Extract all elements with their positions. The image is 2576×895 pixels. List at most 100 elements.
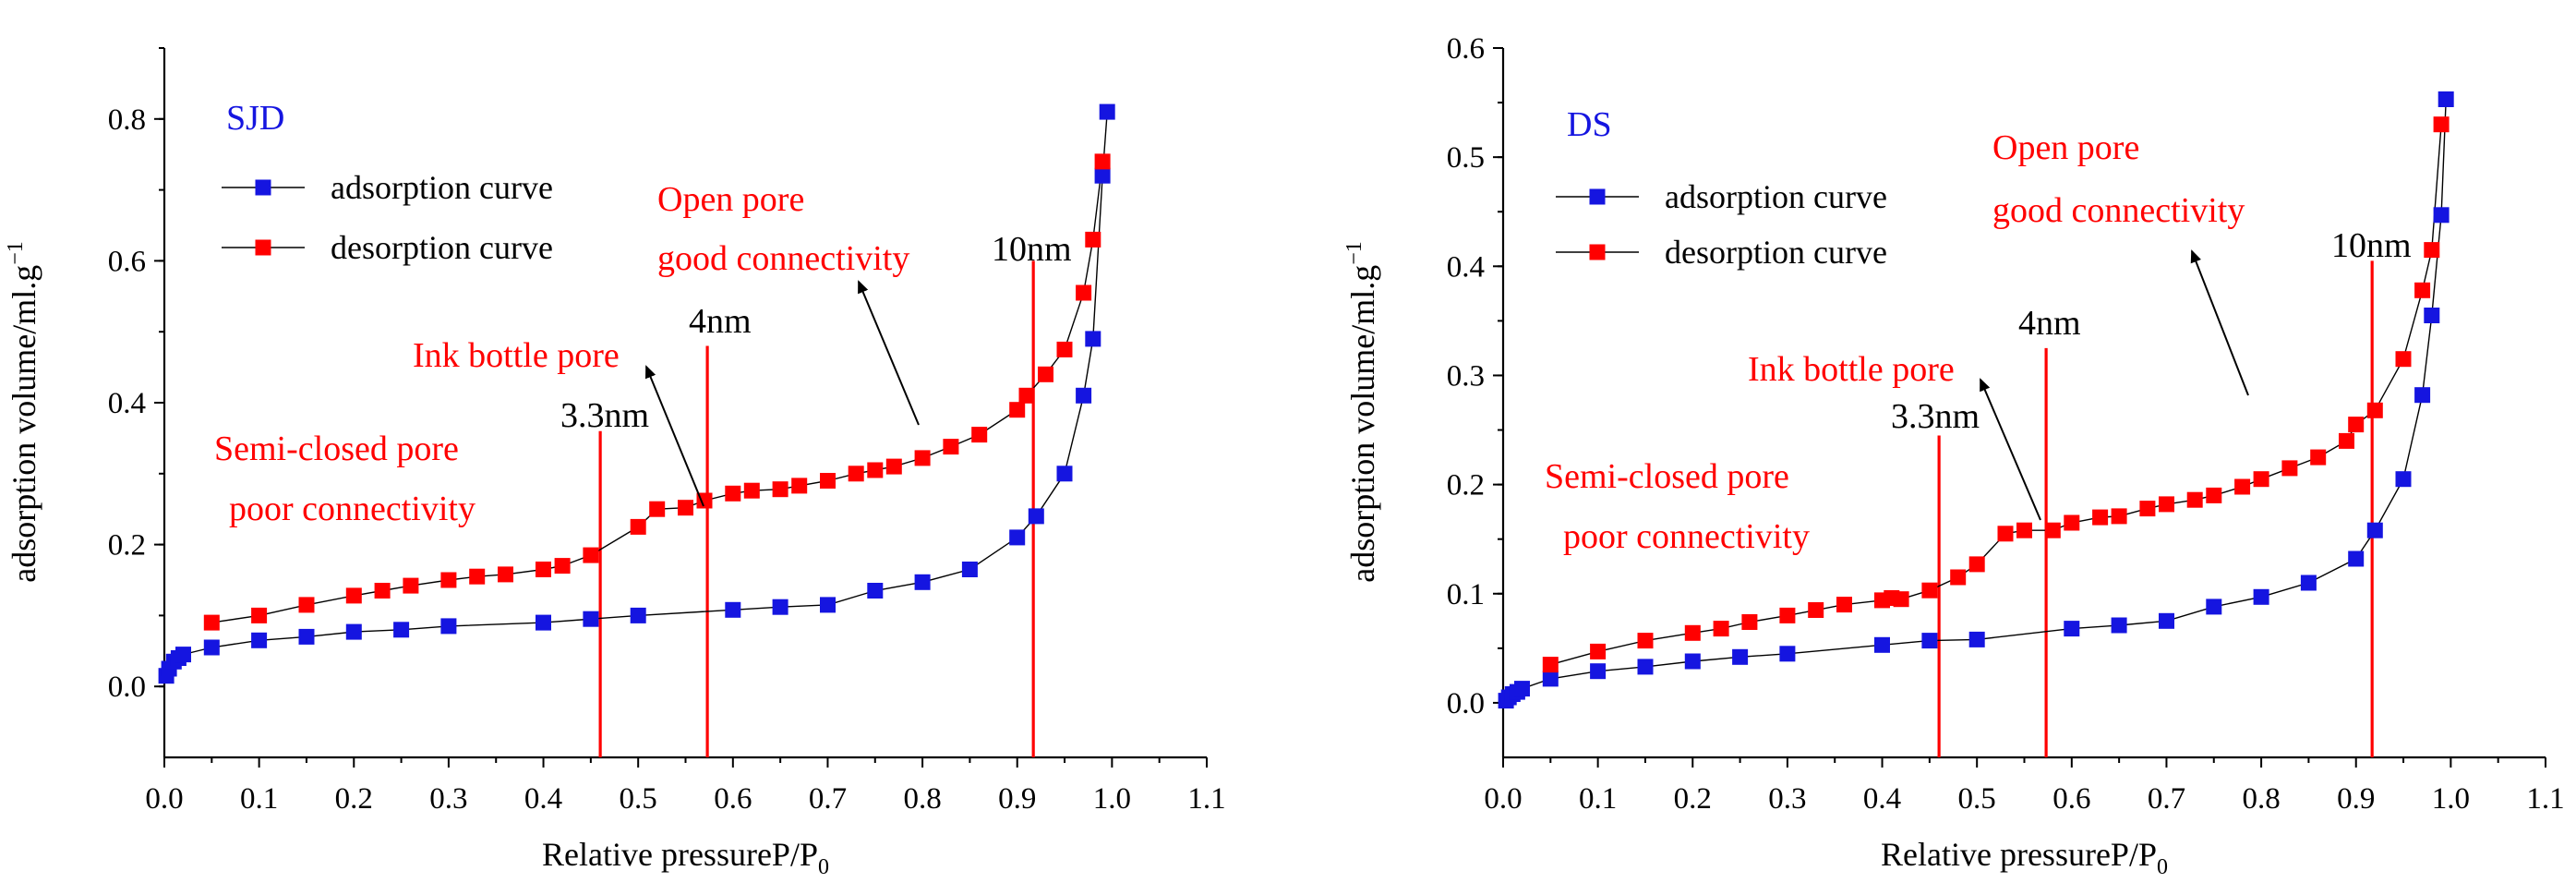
x-tick-label: 0.1: [240, 782, 278, 816]
adsorption-point: [583, 611, 599, 627]
adsorption-point: [1968, 631, 1985, 647]
adsorption-point: [536, 614, 551, 631]
desorption-point: [791, 478, 808, 494]
desorption-point: [743, 482, 760, 499]
desorption-point: [1009, 402, 1026, 418]
desorption-point: [1056, 341, 1073, 357]
x-tick-label: 0.6: [714, 782, 752, 816]
x-tick-label: 0.7: [809, 782, 847, 816]
desorption-point: [971, 427, 988, 443]
y-tick-label: 0.0: [108, 671, 146, 704]
adsorption-point: [2395, 471, 2412, 488]
adsorption-point: [1094, 167, 1111, 184]
x-tick-label: 0.8: [2242, 782, 2280, 816]
annotation-arrow: [645, 365, 704, 507]
y-tick-label: 0.4: [1447, 250, 1485, 284]
y-tick-label: 0.1: [1447, 578, 1485, 611]
x-tick-label: 0.9: [998, 782, 1036, 816]
annotation-semi2: poor connectivity: [229, 490, 475, 528]
adsorption-point: [914, 574, 931, 590]
desorption-point: [772, 481, 788, 498]
x-tick-label: 1.0: [1093, 782, 1131, 816]
desorption-point: [1950, 569, 1967, 586]
adsorption-point: [203, 639, 220, 656]
desorption-point: [2433, 116, 2450, 133]
adsorption-point: [1099, 103, 1115, 120]
annotation-open2: good connectivity: [657, 239, 909, 278]
desorption-point: [374, 583, 391, 599]
adsorption-point: [1732, 648, 1749, 665]
desorption-point: [2186, 491, 2203, 508]
adsorption-point: [2424, 308, 2440, 323]
y-tick-label: 0.6: [108, 245, 146, 278]
annotation-open1: Open pore: [657, 180, 804, 219]
desorption-point: [2366, 402, 2383, 418]
x-tick-label: 0.5: [1958, 782, 1996, 816]
y-axis-title: adsorption volume/ml.g−1: [4, 241, 42, 583]
desorption-point: [2159, 496, 2174, 513]
x-axis-title: Relative pressureP/P0: [542, 836, 829, 879]
adsorption-point: [1009, 529, 1026, 546]
x-axis-title-sub: 0: [2157, 855, 2168, 879]
x-tick-label: 0.0: [145, 782, 183, 816]
desorption-point: [820, 473, 836, 489]
desorption-point: [1997, 526, 2014, 542]
y-axis-title-sup: −1: [4, 241, 28, 265]
desorption-point: [2111, 508, 2127, 525]
panel-title: DS: [1567, 105, 1612, 144]
adsorption-point: [2348, 550, 2365, 567]
adsorption-point: [2159, 612, 2174, 629]
desorption-point: [2044, 522, 2061, 538]
desorption-point: [1741, 614, 1758, 630]
desorption-point: [2310, 449, 2327, 466]
adsorption-point: [1637, 659, 1654, 675]
desorption-point: [2234, 478, 2251, 495]
x-tick-label: 0.3: [429, 782, 467, 816]
desorption-point: [678, 500, 693, 516]
desorption-point: [2139, 501, 2156, 517]
desorption-point: [1076, 284, 1092, 301]
desorption-point: [2016, 522, 2032, 538]
legend-marker: [255, 179, 271, 196]
x-tick-label: 0.4: [1863, 782, 1901, 816]
desorption-point: [2064, 514, 2080, 531]
adsorption-point: [1542, 671, 1559, 687]
desorption-point: [2339, 432, 2354, 449]
annotation-open2: good connectivity: [1992, 191, 2245, 230]
desorption-point: [498, 566, 513, 583]
y-tick-label: 0.6: [1447, 32, 1485, 66]
y-tick-label: 0.3: [1447, 359, 1485, 393]
desorption-point: [630, 518, 646, 535]
desorption-point: [848, 466, 864, 482]
desorption-point: [2348, 417, 2365, 433]
x-tick-label: 0.2: [1674, 782, 1712, 816]
desorption-point: [403, 577, 419, 594]
desorption-point: [2092, 509, 2109, 526]
x-tick-label: 0.3: [1768, 782, 1806, 816]
y-axis-title: adsorption volume/ml.g−1: [1342, 241, 1381, 583]
desorption-point: [1590, 643, 1607, 659]
adsorption-point: [1028, 508, 1044, 525]
desorption-point: [1808, 602, 1824, 618]
annotation-arrow: [1980, 378, 2041, 521]
desorption-point: [2424, 242, 2440, 259]
desorption-point: [1018, 387, 1035, 404]
annotation-semi2: poor connectivity: [1563, 517, 1810, 556]
annotation-semi1: Semi-closed pore: [214, 429, 459, 468]
x-tick-label: 0.0: [1484, 782, 1522, 816]
adsorption-point: [1514, 681, 1530, 697]
annotation-ink: Ink bottle pore: [413, 336, 620, 375]
y-tick-label: 0.5: [1447, 141, 1485, 175]
desorption-point: [1094, 153, 1111, 170]
legend-marker: [1589, 188, 1606, 205]
legend-label: desorption curve: [1665, 234, 1887, 271]
y-tick-label: 0.4: [108, 387, 146, 420]
adsorption-point: [2206, 599, 2222, 615]
desorption-point: [649, 501, 666, 517]
adsorption-point: [2253, 588, 2269, 605]
annotation-ink: Ink bottle pore: [1748, 350, 1955, 389]
x-axis-title-main: Relative pressureP/P: [542, 836, 818, 873]
adsorption-point: [2064, 621, 2080, 637]
series-line-adsorption: [165, 112, 1108, 676]
